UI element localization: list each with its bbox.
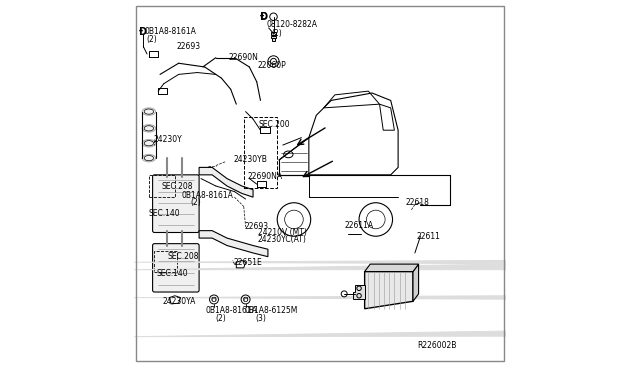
- Polygon shape: [134, 260, 640, 268]
- Text: 22060P: 22060P: [257, 61, 286, 70]
- Ellipse shape: [142, 140, 156, 147]
- Text: Ð: Ð: [140, 27, 147, 36]
- Bar: [271, 32, 276, 35]
- Text: 0B1A8-8161A: 0B1A8-8161A: [145, 27, 196, 36]
- Text: SEC.208: SEC.208: [162, 182, 193, 190]
- Polygon shape: [134, 260, 640, 270]
- Text: Ð: Ð: [260, 12, 268, 22]
- Polygon shape: [199, 231, 268, 257]
- FancyBboxPatch shape: [152, 175, 199, 232]
- Text: 0B1A8-6125M: 0B1A8-6125M: [245, 306, 298, 315]
- Text: 24230YB: 24230YB: [234, 155, 268, 164]
- Text: (2): (2): [191, 198, 202, 207]
- Text: SEC.208: SEC.208: [168, 252, 199, 261]
- Bar: [154, 251, 177, 272]
- Text: 24230YA: 24230YA: [163, 297, 196, 306]
- Bar: [271, 38, 275, 41]
- Text: SEC.200: SEC.200: [259, 120, 291, 129]
- Text: R226002B: R226002B: [417, 341, 457, 350]
- Text: 0B1A8-8161A: 0B1A8-8161A: [205, 306, 257, 315]
- Text: 22690N: 22690N: [229, 53, 259, 62]
- Text: 24230Y: 24230Y: [154, 135, 182, 144]
- Text: SEC.140: SEC.140: [149, 209, 180, 218]
- Text: 24230YC(AT): 24230YC(AT): [257, 235, 307, 244]
- Text: 08120-8282A: 08120-8282A: [266, 20, 317, 29]
- Text: 22693: 22693: [177, 42, 201, 51]
- Bar: [149, 175, 175, 197]
- Text: (2): (2): [215, 314, 226, 323]
- Text: (2): (2): [147, 35, 157, 44]
- Text: H: H: [212, 297, 216, 302]
- Polygon shape: [134, 296, 640, 304]
- Text: 22693: 22693: [244, 222, 269, 231]
- Text: 22611: 22611: [417, 232, 440, 241]
- Text: 22611A: 22611A: [344, 221, 373, 230]
- Text: Ð: Ð: [261, 12, 268, 21]
- Bar: [271, 36, 276, 38]
- Text: 0B1A8-8161A: 0B1A8-8161A: [182, 191, 234, 200]
- Polygon shape: [353, 285, 365, 299]
- Text: 22618: 22618: [406, 198, 429, 207]
- Text: 22690NA: 22690NA: [248, 172, 283, 181]
- Text: H: H: [244, 297, 248, 302]
- FancyBboxPatch shape: [152, 244, 199, 292]
- Text: SEC.140: SEC.140: [156, 269, 188, 278]
- Ellipse shape: [142, 125, 156, 132]
- Polygon shape: [413, 264, 419, 301]
- Text: (3): (3): [255, 314, 266, 323]
- Text: 22651E: 22651E: [234, 258, 262, 267]
- Text: (2): (2): [271, 29, 282, 38]
- Bar: [244, 117, 277, 188]
- Polygon shape: [134, 326, 640, 337]
- Text: 24210V (MT): 24210V (MT): [259, 228, 307, 237]
- Ellipse shape: [142, 108, 156, 115]
- Polygon shape: [365, 264, 419, 272]
- Ellipse shape: [142, 154, 156, 162]
- Polygon shape: [199, 167, 253, 197]
- Polygon shape: [365, 272, 413, 309]
